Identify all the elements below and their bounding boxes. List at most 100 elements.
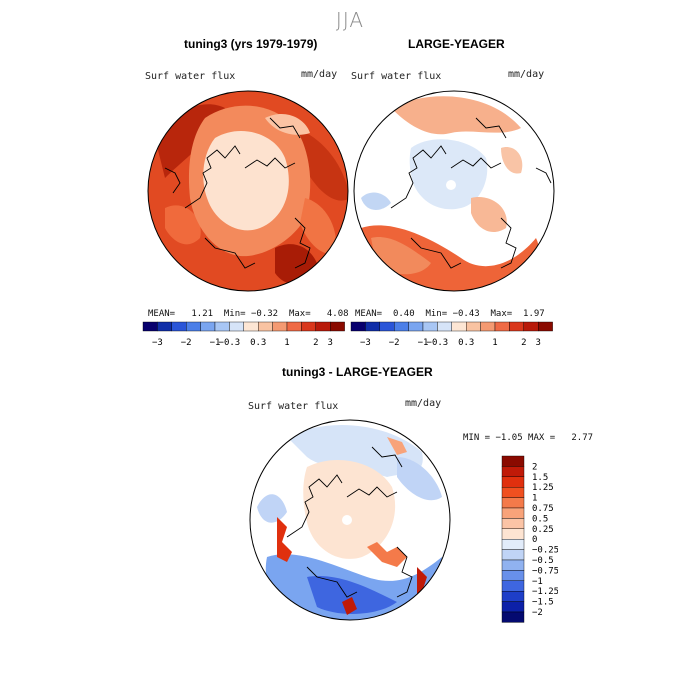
colorbar-tick-label: −2 [181, 338, 192, 348]
diff-min-value: −1.05 [495, 433, 523, 443]
colorbar-tick-label: 0.5 [532, 514, 548, 524]
colorbar-swatch [379, 321, 395, 332]
colorbar-tick-label: 2 [521, 338, 526, 348]
colorbar-swatch [200, 321, 216, 332]
panel-1-units: mm/day [301, 69, 338, 80]
colorbar-tick-label: 2 [313, 338, 318, 348]
colorbar-tick-label: −1 [532, 577, 543, 587]
panel-1-mean-label: MEAN= [148, 309, 176, 319]
colorbar-swatch [494, 321, 510, 332]
colorbar-diff: 21.51.2510.750.50.250−0.25−0.5−0.75−1−1.… [501, 455, 558, 623]
colorbar-tick-label: −2 [532, 608, 543, 618]
panel-2-title: LARGE-YEAGER [408, 37, 505, 51]
season-title: JJA [335, 8, 365, 32]
panel-1-max-label: Max= [288, 309, 311, 319]
colorbar-swatch [437, 321, 453, 332]
map-panel-diff [249, 419, 451, 621]
panel-1-title: tuning3 (yrs 1979-1979) [184, 37, 318, 51]
colorbar-swatch [229, 321, 245, 332]
colorbar-tick-label: 0.25 [532, 525, 554, 535]
colorbar-swatch [422, 321, 438, 332]
colorbar-tick-label: 0.3 [250, 338, 266, 348]
colorbar-swatch [214, 321, 230, 332]
colorbar-swatch [501, 518, 525, 530]
diff-panel-stats: MIN = −1.05 MAX = 2.77 [463, 433, 593, 443]
colorbar-swatch [501, 601, 525, 613]
map-panel-2 [353, 90, 555, 292]
colorbar-tick-label: −1.25 [532, 587, 558, 597]
colorbar-tick-label: −0.75 [532, 566, 558, 576]
colorbar-swatch [509, 321, 524, 332]
colorbar-tick-label: 1.25 [532, 483, 554, 493]
panel-2-variable: Surf water flux [351, 71, 442, 82]
colorbar-tick-label: 0 [532, 535, 537, 545]
panel-2-min-value: −0.43 [452, 309, 480, 319]
colorbar-swatch [501, 497, 525, 509]
panel-2-max-value: 1.97 [523, 309, 545, 319]
diff-max-value: 2.77 [571, 433, 594, 443]
colorbar-tick-label: −3 [360, 338, 371, 348]
colorbar-swatch [501, 611, 525, 623]
colorbar-tick-label: 0.75 [532, 504, 554, 514]
panel-1-max-value: 4.08 [326, 309, 349, 319]
panel-2-max-label: Max= [490, 309, 513, 319]
colorbar-tick-label: −2 [389, 338, 400, 348]
colorbar-swatch [186, 321, 201, 332]
colorbar-tick-label: −3 [152, 338, 163, 348]
colorbar-swatch [465, 321, 481, 332]
panel-1-min-value: −0.32 [251, 309, 279, 319]
colorbar-tick-label: −0.3 [219, 338, 241, 348]
colorbar-tick-label: −1 [418, 338, 429, 348]
colorbar-swatch [523, 321, 539, 332]
colorbar-swatch [157, 321, 172, 332]
diff-panel-units: mm/day [405, 398, 442, 409]
colorbar-swatch [394, 321, 409, 332]
panel-2-mean-value: 0.40 [392, 309, 415, 319]
colorbar-tick-label: 1 [284, 338, 289, 348]
colorbar-tick-label: −0.3 [427, 338, 449, 348]
diff-max-label: MAX = [528, 433, 556, 443]
colorbar-tick-label: −1.5 [532, 598, 554, 608]
colorbar-swatch [171, 321, 187, 332]
colorbar-swatch [501, 559, 525, 571]
panel-1-variable: Surf water flux [145, 71, 236, 82]
panel-1-min-label: Min= [223, 309, 246, 319]
colorbar-swatch [537, 321, 553, 332]
colorbar-panel-2: −3 −2 −1−0.3 0.3 1 2 3 [350, 321, 553, 348]
diff-panel-variable: Surf water flux [248, 401, 339, 412]
colorbar-panel-1: −3 −2 −1−0.3 0.3 1 2 3 [142, 321, 345, 348]
colorbar-swatch [451, 321, 467, 332]
panel-2-units: mm/day [508, 69, 545, 80]
colorbar-tick-label: −0.5 [532, 556, 554, 566]
colorbar-swatch [142, 321, 158, 332]
colorbar-swatch [350, 321, 366, 332]
map-panel-1 [147, 90, 349, 292]
colorbar-tick-label: 1 [532, 494, 537, 504]
colorbar-swatch [501, 466, 525, 477]
colorbar-swatch [501, 487, 525, 498]
colorbar-swatch [272, 321, 288, 332]
colorbar-tick-label: 0.3 [458, 338, 474, 348]
colorbar-tick-label: 3 [327, 338, 332, 348]
panel-2-min-label: Min= [425, 309, 448, 319]
colorbar-swatch [243, 321, 259, 332]
colorbar-swatch [501, 590, 525, 602]
colorbar-swatch [501, 476, 525, 488]
colorbar-tick-label: 1.5 [532, 473, 548, 483]
colorbar-swatch [329, 321, 345, 332]
panel-2-mean-label: MEAN= [355, 309, 383, 319]
colorbar-swatch [501, 570, 525, 582]
diff-panel-title: tuning3 - LARGE-YEAGER [282, 365, 433, 379]
colorbar-swatch [365, 321, 380, 332]
colorbar-swatch [480, 321, 496, 332]
colorbar-tick-label: 3 [535, 338, 540, 348]
colorbar-tick-label: 2 [532, 462, 537, 472]
diff-min-label: MIN = [463, 433, 491, 443]
colorbar-swatch [408, 321, 424, 332]
colorbar-swatch [301, 321, 316, 332]
colorbar-tick-label: −0.25 [532, 546, 558, 556]
panel-2-stats: MEAN= 0.40 Min= −0.43 Max= 1.97 [355, 309, 545, 319]
colorbar-swatch [501, 580, 525, 592]
colorbar-swatch [501, 455, 525, 467]
colorbar-swatch [286, 321, 302, 332]
